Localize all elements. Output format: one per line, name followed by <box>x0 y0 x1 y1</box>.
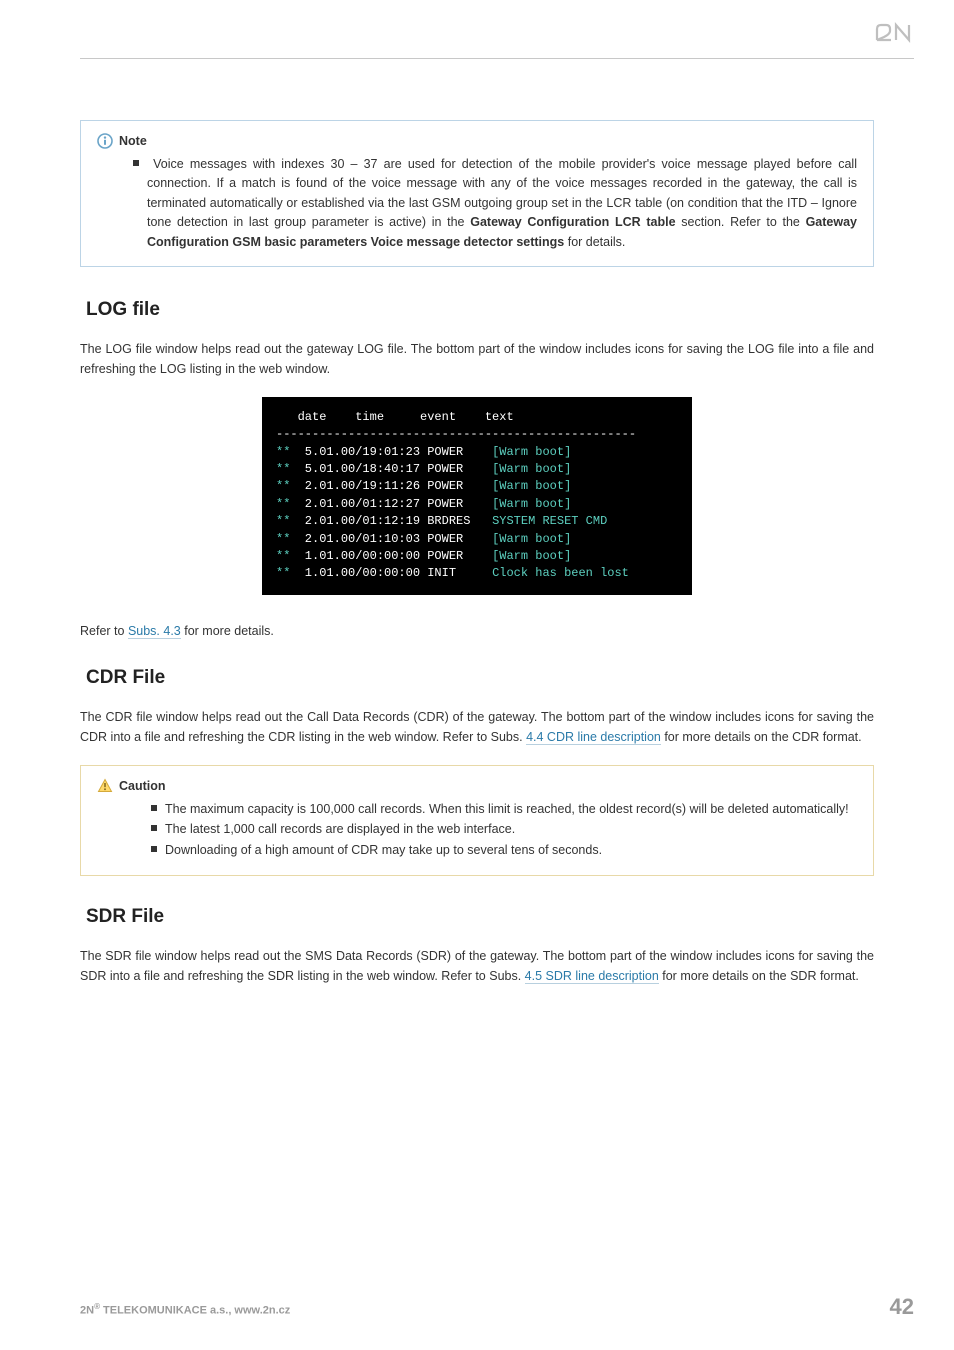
caution-item: The latest 1,000 call records are displa… <box>151 820 857 839</box>
para-cdr: The CDR file window helps read out the C… <box>80 707 874 747</box>
sdr-post: for more details on the SDR format. <box>659 969 859 983</box>
brand-logo <box>874 20 914 51</box>
footer-company: TELEKOMUNIKACE a.s., www.2n.cz <box>100 1305 290 1317</box>
footer-brand: 2N <box>80 1305 94 1317</box>
log-after-post: for more details. <box>181 624 274 638</box>
content: Note Voice messages with indexes 30 – 37… <box>80 0 874 986</box>
info-icon <box>97 133 113 149</box>
log-after-pre: Refer to <box>80 624 128 638</box>
note-body: Voice messages with indexes 30 – 37 are … <box>97 155 857 252</box>
note-bold-1: Gateway Configuration LCR table <box>470 215 675 229</box>
note-title: Note <box>119 134 147 148</box>
para-sdr: The SDR file window helps read out the S… <box>80 946 874 986</box>
heading-log: LOG file <box>86 299 874 321</box>
link-sdr-desc[interactable]: 4.5 SDR line description <box>525 969 659 984</box>
link-cdr-desc[interactable]: 4.4 CDR line description <box>526 730 661 745</box>
cdr-post: for more details on the CDR format. <box>661 730 862 744</box>
para-log: The LOG file window helps read out the g… <box>80 339 874 379</box>
para-log-after: Refer to Subs. 4.3 for more details. <box>80 621 874 641</box>
note-title-row: Note <box>97 133 857 149</box>
caution-body: The maximum capacity is 100,000 call rec… <box>97 800 857 860</box>
footer-left: 2N® TELEKOMUNIKACE a.s., www.2n.cz <box>80 1302 290 1317</box>
caution-box: Caution The maximum capacity is 100,000 … <box>80 765 874 876</box>
caution-item: The maximum capacity is 100,000 call rec… <box>151 800 857 819</box>
page-number: 42 <box>890 1294 914 1320</box>
footer: 2N® TELEKOMUNIKACE a.s., www.2n.cz 42 <box>80 1294 914 1320</box>
note-box: Note Voice messages with indexes 30 – 37… <box>80 120 874 267</box>
page: Note Voice messages with indexes 30 – 37… <box>0 0 954 1350</box>
heading-sdr: SDR File <box>86 906 874 928</box>
header-rule <box>80 58 914 59</box>
link-subs-4-3[interactable]: Subs. 4.3 <box>128 624 181 639</box>
caution-title: Caution <box>119 779 166 793</box>
terminal-log: date time event text -------------------… <box>262 397 692 595</box>
warning-icon <box>97 778 113 794</box>
heading-cdr: CDR File <box>86 667 874 689</box>
note-text-2: section. Refer to the <box>676 215 806 229</box>
caution-title-row: Caution <box>97 778 857 794</box>
note-text-3: for details. <box>564 235 625 249</box>
caution-item: Downloading of a high amount of CDR may … <box>151 841 857 860</box>
